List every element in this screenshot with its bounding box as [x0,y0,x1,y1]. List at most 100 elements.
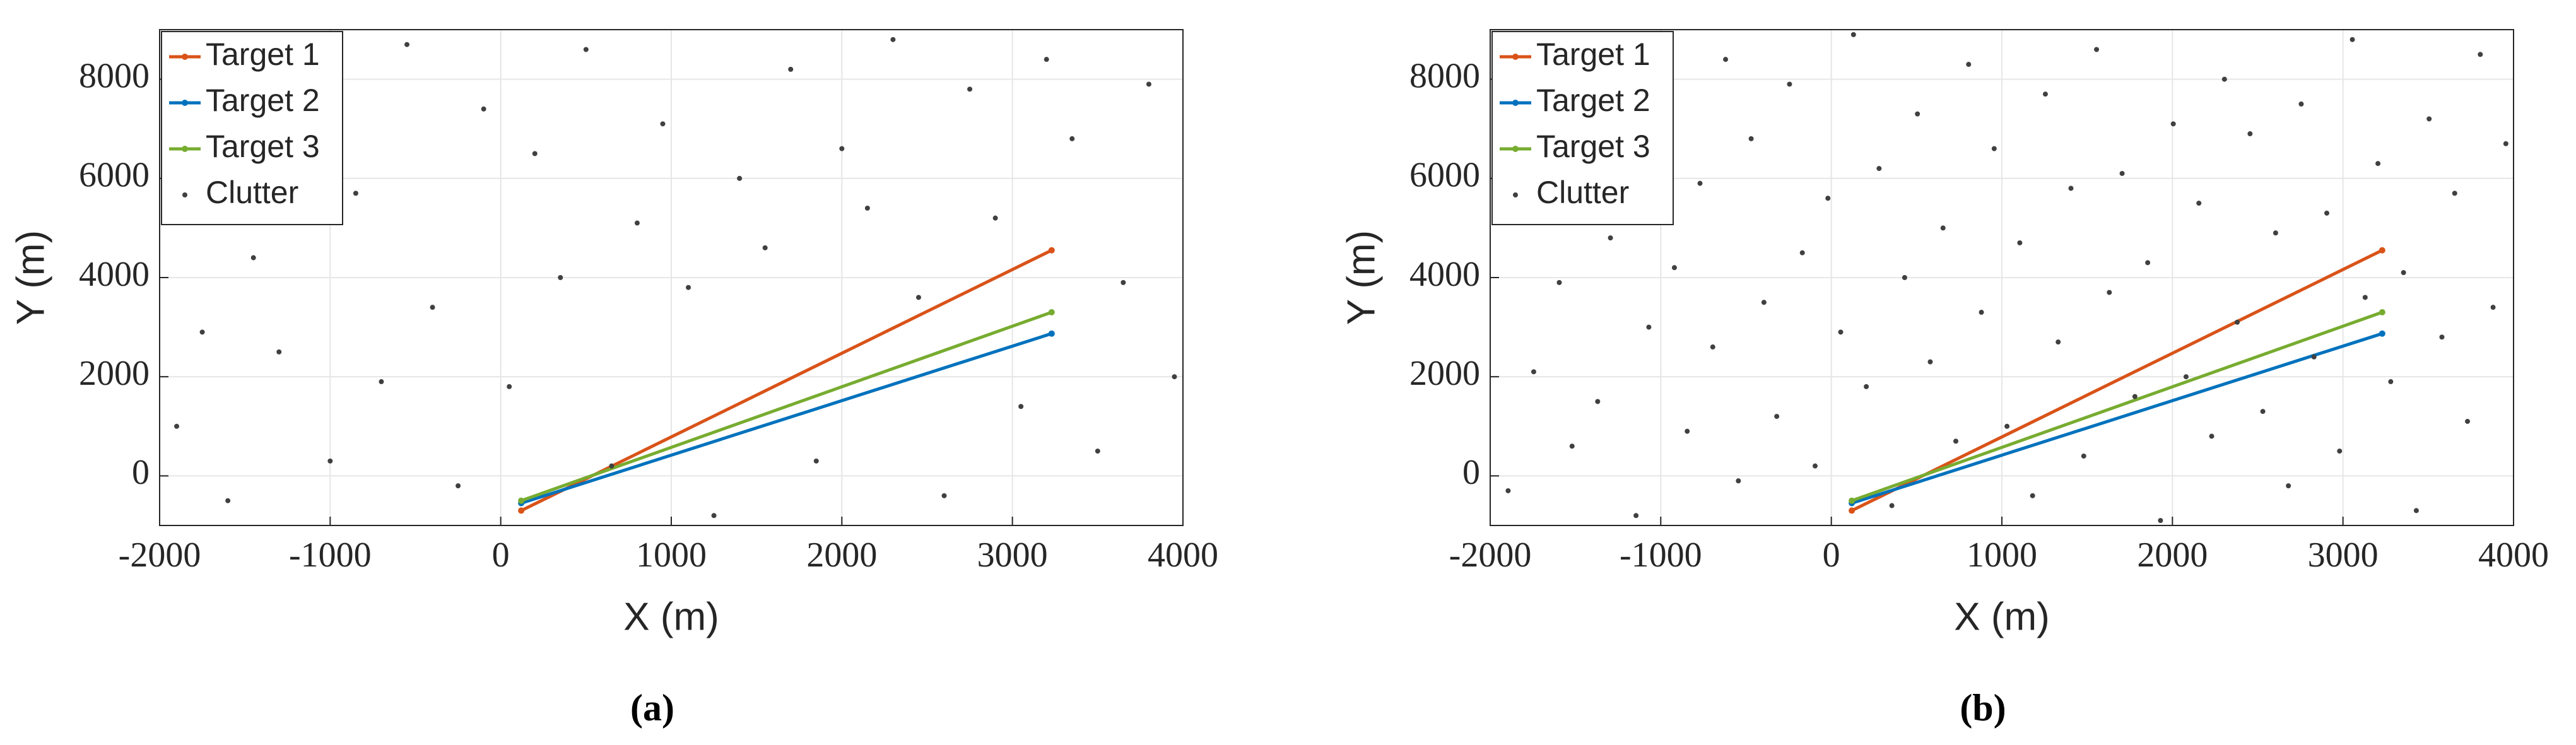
scatter-point [2478,52,2483,57]
caption: (a) [630,687,674,729]
line-marker [2379,309,2385,316]
scatter-point [967,86,973,92]
y-tick-label: 2000 [1409,354,1480,393]
scatter-point [225,498,231,503]
legend-label: Target 3 [1536,129,1650,164]
x-tick-label: -2000 [1449,536,1532,575]
scatter-point [430,305,435,310]
scatter-point [1979,310,1984,315]
scatter-point [2452,191,2457,196]
x-tick-label: 3000 [2308,536,2379,575]
scatter-point [2286,483,2291,489]
line-marker [1048,247,1055,254]
legend-label: Clutter [206,175,298,210]
y-tick-label: 0 [1462,453,1480,492]
scatter-point [276,349,282,355]
x-tick-label: -2000 [119,536,201,575]
scatter-point [1761,300,1767,305]
line-marker [1849,507,1856,514]
line-marker [1048,309,1055,316]
scatter-point [1531,369,1536,375]
scatter-point [2107,290,2112,295]
scatter-point [2004,423,2010,429]
scatter-point [1697,180,1703,186]
scatter-point [2503,141,2508,146]
series-line [1851,249,2383,512]
scatter-point [2375,161,2381,167]
legend-label: Target 3 [206,129,320,164]
scatter-point [2362,295,2368,300]
scatter-point [2221,76,2227,82]
y-axis-label: Y (m) [9,230,52,325]
scatter-point [2068,185,2074,191]
scatter-point [2324,210,2329,216]
legend-label: Target 2 [1536,83,1650,118]
scatter-point [2273,230,2278,236]
scatter-point [327,458,333,464]
x-tick-label: 3000 [977,536,1048,575]
scatter-point [788,66,794,72]
scatter-point [1018,404,1024,409]
scatter-point [1172,374,1177,380]
scatter-point [2119,170,2125,176]
scatter-point [839,146,845,151]
legend-marker [182,146,188,152]
x-tick-label: 0 [1823,536,1840,575]
scatter-point [2337,449,2343,454]
x-tick-label: 4000 [1148,536,1218,575]
scatter-point [2158,518,2163,524]
series-line [1851,310,2383,503]
x-axis-label: X (m) [623,595,719,638]
y-tick-label: 6000 [1409,156,1480,195]
scatter-point [2094,47,2100,52]
scatter-point [1838,329,1844,335]
scatter-point [1723,57,1729,62]
scatter-point [1608,235,1613,241]
scatter-point [660,121,666,127]
scatter-point [864,205,870,211]
scatter-point [2426,116,2432,122]
scatter-point [2388,379,2394,385]
scatter-point [456,483,461,489]
scatter-point [2260,409,2266,414]
x-tick-label: 0 [492,536,510,575]
scatter-point [2490,305,2496,310]
scatter-point [1736,478,1741,484]
scatter-point [1095,449,1100,454]
scatter-point [813,458,819,464]
x-tick-label: 2000 [2137,536,2208,575]
x-tick-label: 1000 [636,536,707,575]
legend-label: Target 1 [1536,37,1650,72]
scatter-point [2132,394,2138,399]
scatter-point [250,255,256,261]
legend-marker [182,54,188,60]
legend-marker [1512,54,1519,60]
scatter-point [1876,166,1882,172]
scatter-point [737,175,743,181]
scatter-point [2170,121,2176,127]
scatter-point [1812,463,1818,469]
scatter-point [353,191,358,196]
chart: -2000 -1000 0 1000 2000 3000 4000 0 2000 4000 6000… [9,29,1218,729]
scatter-point [1774,414,1780,419]
series-line [520,332,1052,505]
series-line [520,310,1052,503]
scatter-point [1864,384,1869,389]
scatter-point [2350,37,2355,42]
chart: -2000 -1000 0 1000 2000 3000 4000 0 2000 4000 6000… [1339,29,2549,729]
legend-marker [182,192,187,197]
scatter-point [379,379,384,385]
scatter-point [711,513,717,519]
scatter-point [2413,508,2419,513]
scatter-point [2081,453,2086,459]
scatter-point [915,295,921,300]
scatter-point [1120,279,1126,285]
legend-marker [1513,192,1518,197]
x-axis-label: X (m) [1954,595,2050,638]
scatter-point [404,42,409,47]
line-marker [1849,497,1856,504]
scatter-point [558,275,563,280]
scatter-point [1889,503,1895,508]
scatter-point [609,463,615,469]
